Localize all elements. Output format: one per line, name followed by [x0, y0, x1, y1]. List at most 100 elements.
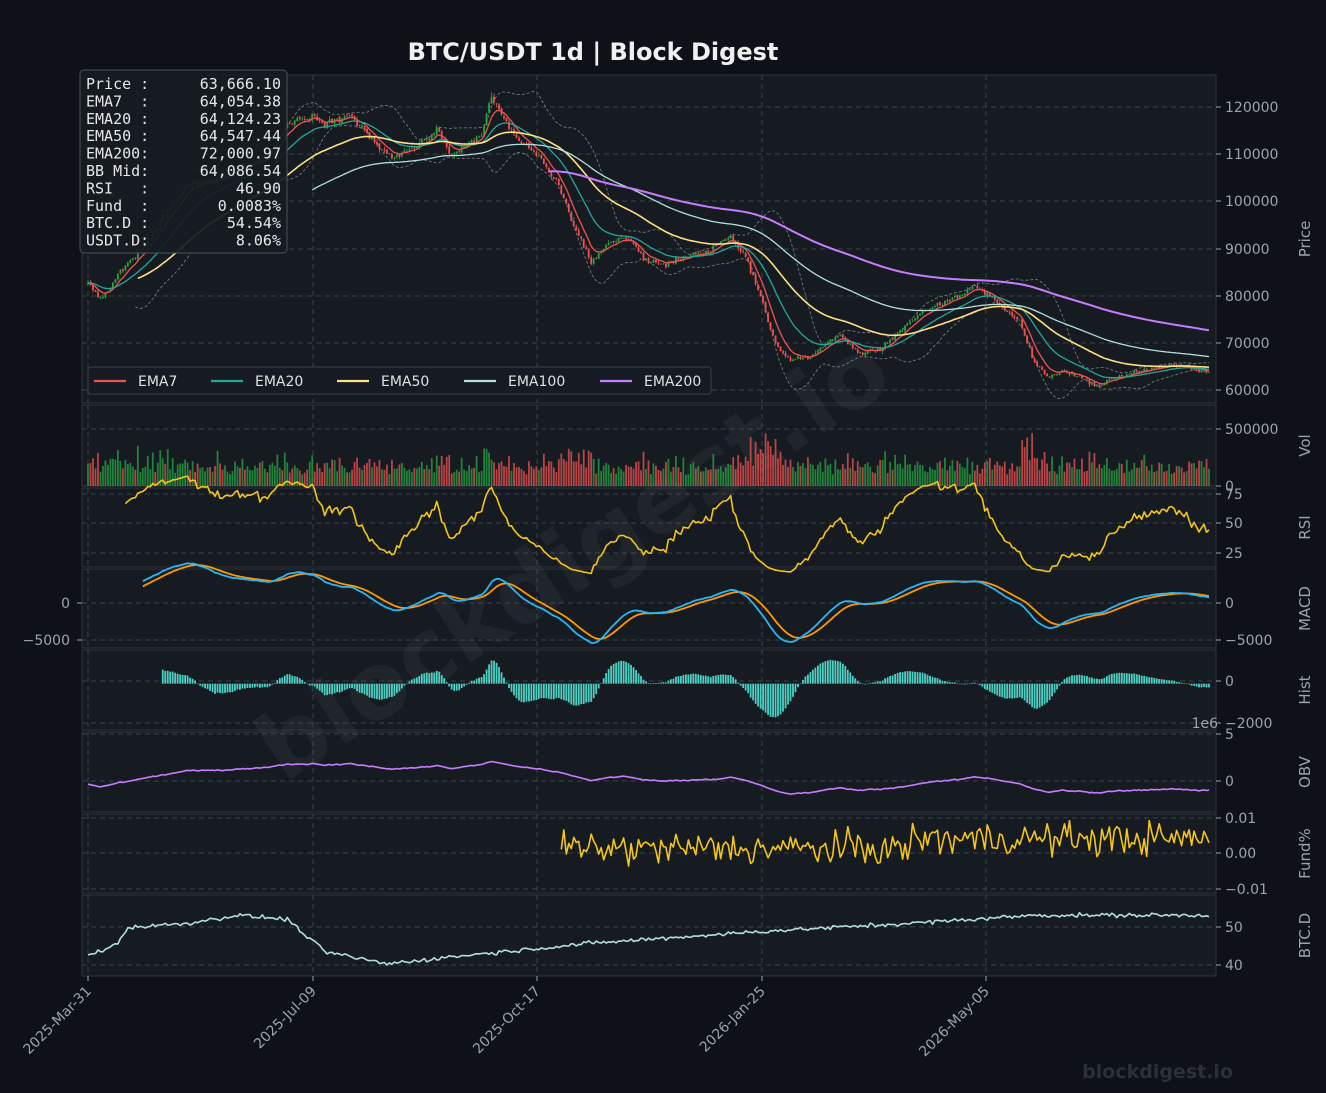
candle-body [498, 104, 500, 110]
volume-bar [273, 465, 276, 486]
candle-body [114, 279, 117, 283]
volume-bar [144, 466, 147, 486]
volume-bar [577, 452, 580, 486]
hist-bar [1091, 677, 1093, 684]
candle-body [921, 310, 924, 314]
volume-bar [702, 471, 705, 486]
candle-body [560, 185, 563, 194]
hist-bar [518, 683, 520, 701]
candle-body [1016, 317, 1019, 320]
volume-bar [475, 456, 478, 486]
volume-bar [637, 461, 640, 486]
volume-bar [139, 471, 142, 486]
volume-bar [109, 458, 112, 486]
volume-bar [812, 464, 814, 486]
hist-bar [924, 673, 926, 684]
hist-bar [836, 661, 839, 684]
volume-bar [742, 465, 745, 486]
volume-bar [944, 457, 946, 486]
hist-bar [744, 683, 747, 691]
legend-label: EMA20 [255, 374, 303, 390]
candle-body [1003, 307, 1006, 311]
hist-bar [1123, 673, 1126, 684]
candle-body [418, 143, 421, 147]
hist-bar [809, 672, 812, 684]
volume-bar [839, 469, 842, 486]
candle-body [126, 262, 129, 267]
hist-bar [961, 683, 964, 685]
volume-bar [405, 470, 408, 486]
ytick-label-btcd: 40 [1225, 958, 1243, 974]
candle-body [1133, 370, 1136, 374]
info-label: Fund : [86, 197, 149, 215]
panel-obv [81, 731, 1217, 813]
volume-bar [92, 458, 94, 486]
candle-body [373, 137, 376, 142]
hist-bar [229, 683, 231, 693]
hist-bar [273, 682, 276, 684]
candle-body [104, 293, 107, 298]
volume-bar [1041, 459, 1043, 486]
hist-bar [951, 682, 954, 684]
volume-bar [234, 461, 236, 486]
hist-bar [577, 683, 580, 706]
candle-body [1195, 368, 1198, 370]
candle-body [99, 297, 102, 299]
volume-bar [667, 458, 670, 486]
candle-body [405, 151, 408, 153]
volume-bar [1113, 470, 1116, 486]
volume-bar [438, 465, 441, 486]
ytick-label-fund: 0.00 [1225, 846, 1256, 862]
volume-bar [400, 462, 403, 486]
candle-body [112, 282, 114, 288]
hist-bar [1078, 674, 1081, 684]
hist-bar [816, 665, 819, 684]
hist-bar [772, 683, 774, 718]
candle-body [520, 141, 523, 144]
candle-body [662, 263, 665, 265]
volume-bar [1026, 437, 1029, 486]
hist-bar [921, 672, 924, 684]
candle-body [936, 302, 939, 307]
candle-body [388, 153, 391, 155]
hist-bar [607, 669, 610, 684]
candle-body [595, 257, 598, 259]
hist-bar [627, 663, 630, 684]
volume-bar [712, 454, 715, 486]
hist-bar [475, 678, 478, 684]
volume-bar [241, 458, 244, 486]
volume-bar [819, 461, 822, 486]
volume-bar [861, 467, 864, 486]
volume-bar [976, 464, 979, 486]
hist-bar [537, 683, 540, 699]
ytick-label-hist: −2000 [1225, 716, 1272, 732]
volume-bar [97, 452, 99, 486]
candle-body [789, 357, 792, 361]
volume-bar [981, 468, 984, 486]
candle-body [488, 103, 490, 113]
hist-bar [1006, 683, 1009, 699]
candle-body [615, 241, 618, 243]
volume-bar [418, 466, 421, 486]
volume-bar [565, 461, 568, 486]
volume-bar [1180, 467, 1183, 486]
hist-bar [535, 683, 538, 701]
candle-body [699, 253, 702, 255]
hist-bar [670, 679, 672, 684]
volume-bar [851, 458, 854, 486]
candle-body [1081, 375, 1083, 379]
volume-bar [254, 465, 256, 486]
hist-bar [498, 667, 500, 684]
ylabel-price: Price [1296, 221, 1314, 258]
volume-bar [391, 459, 393, 486]
volume-bar [423, 469, 426, 486]
candle-body [794, 358, 797, 360]
candle-body [1153, 367, 1156, 369]
hist-bar [1013, 683, 1016, 699]
hist-bar [724, 674, 727, 684]
hist-bar [707, 676, 710, 684]
hist-bar [313, 683, 316, 687]
candle-body [941, 304, 944, 306]
volume-bar [769, 446, 772, 486]
volume-bar [966, 457, 969, 486]
